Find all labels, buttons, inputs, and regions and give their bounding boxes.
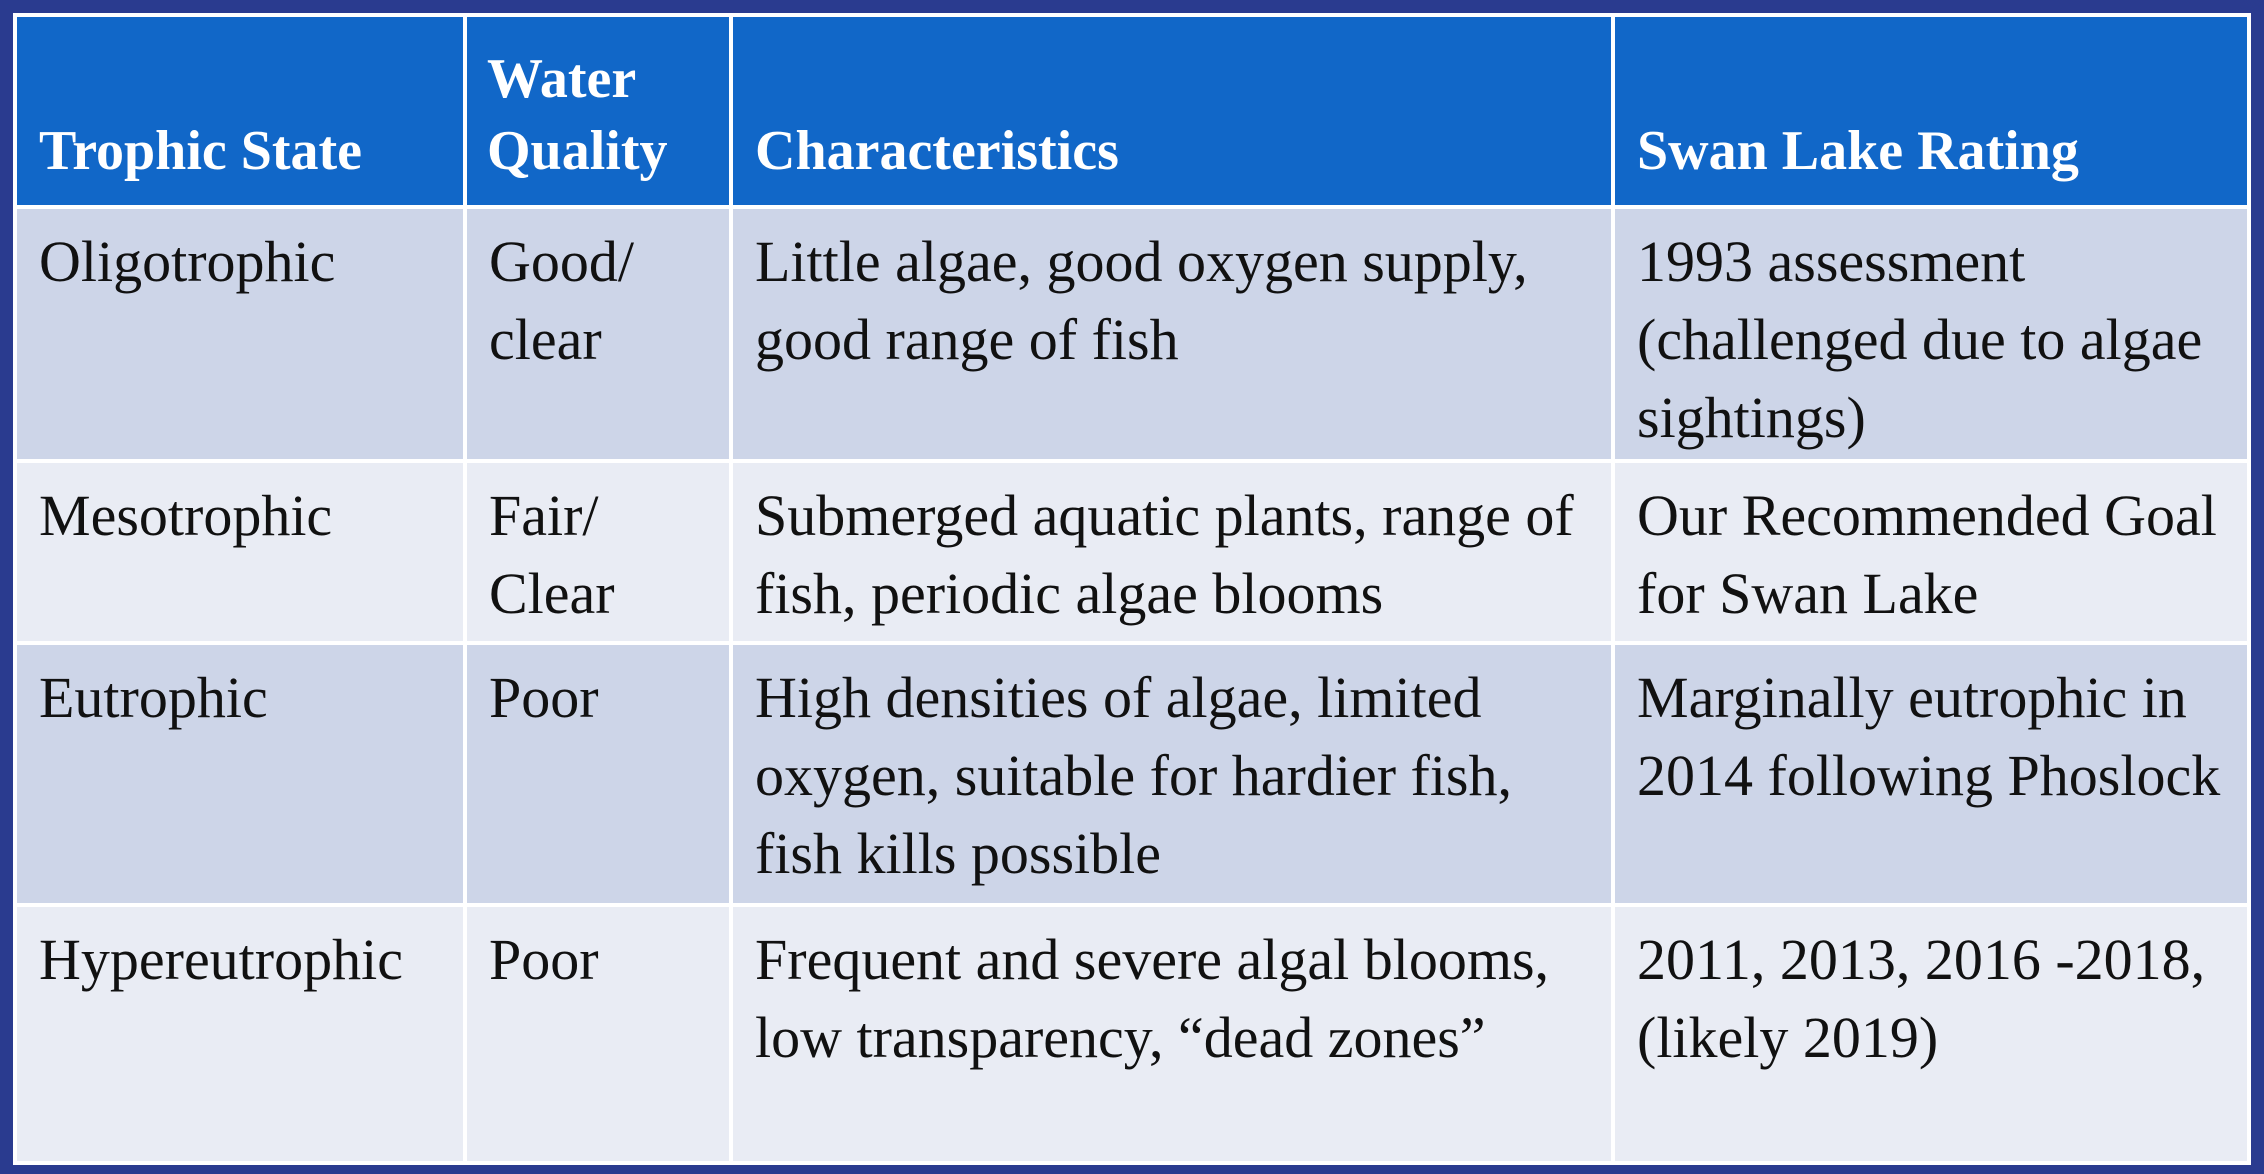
header-row: Trophic State Water Quality Characteristi… (17, 17, 2247, 205)
cell-water-quality-line2: clear (489, 307, 602, 372)
header-water-quality-line1: Water (487, 48, 637, 110)
cell-water-quality-line1: Good/ (489, 229, 634, 294)
table-row: Eutrophic Poor High densities of algae, … (17, 645, 2247, 903)
header-water-quality: Water Quality (467, 17, 729, 205)
cell-characteristics: Little algae, good oxygen supply, good r… (733, 209, 1611, 459)
header-swan-lake-rating: Swan Lake Rating (1615, 17, 2247, 205)
cell-trophic-state: Hypereutrophic (17, 907, 463, 1161)
cell-swan-lake-rating: Our Recommended Goal for Swan Lake (1615, 463, 2247, 641)
cell-water-quality: Good/clear (467, 209, 729, 459)
table-row: Hypereutrophic Poor Frequent and severe … (17, 907, 2247, 1161)
cell-swan-lake-rating: 2011, 2013, 2016 -2018, (likely 2019) (1615, 907, 2247, 1161)
trophic-state-table: Trophic State Water Quality Characteristi… (13, 13, 2251, 1165)
header-characteristics: Characteristics (733, 17, 1611, 205)
cell-swan-lake-rating: 1993 assessment (challenged due to algae… (1615, 209, 2247, 459)
table-row: Oligotrophic Good/clear Little algae, go… (17, 209, 2247, 459)
cell-water-quality-line1: Poor (489, 665, 599, 730)
table-frame: Trophic State Water Quality Characteristi… (13, 13, 2251, 1165)
cell-trophic-state: Eutrophic (17, 645, 463, 903)
cell-swan-lake-rating: Marginally eutrophic in 2014 following P… (1615, 645, 2247, 903)
cell-characteristics: Submerged aquatic plants, range of fish,… (733, 463, 1611, 641)
cell-water-quality-line1: Poor (489, 927, 599, 992)
cell-water-quality-line2: Clear (489, 561, 615, 626)
cell-trophic-state: Oligotrophic (17, 209, 463, 459)
table-row: Mesotrophic Fair/Clear Submerged aquatic… (17, 463, 2247, 641)
cell-characteristics: High densities of algae, limited oxygen,… (733, 645, 1611, 903)
cell-water-quality: Poor (467, 645, 729, 903)
header-trophic-state: Trophic State (17, 17, 463, 205)
cell-water-quality: Poor (467, 907, 729, 1161)
cell-water-quality: Fair/Clear (467, 463, 729, 641)
cell-trophic-state: Mesotrophic (17, 463, 463, 641)
header-water-quality-line2: Quality (487, 120, 668, 182)
cell-characteristics: Frequent and severe algal blooms, low tr… (733, 907, 1611, 1161)
cell-water-quality-line1: Fair/ (489, 483, 599, 548)
